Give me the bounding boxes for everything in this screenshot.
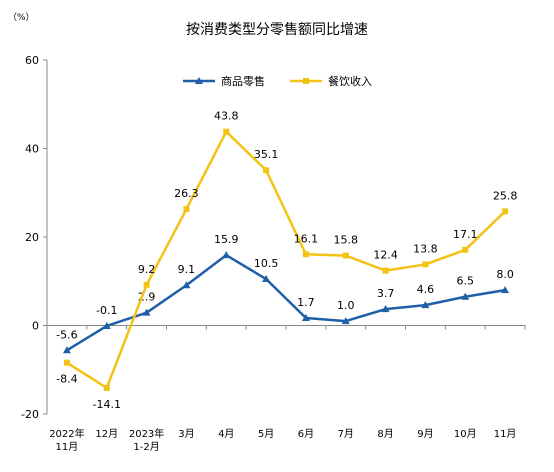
- data-label: -5.6: [56, 328, 77, 341]
- legend-item: 餐饮收入: [290, 74, 372, 88]
- data-label: 4.6: [417, 283, 435, 296]
- data-label: 13.8: [413, 242, 438, 255]
- x-tick-label-line: 6月: [298, 428, 314, 440]
- y-tick-label: 60: [25, 54, 39, 67]
- data-label: 3.7: [377, 287, 395, 300]
- data-point-marker: [183, 206, 190, 213]
- x-tick-label-line: 9月: [417, 428, 433, 440]
- data-label: 16.1: [294, 232, 319, 245]
- x-tick-label: 9月: [417, 428, 433, 440]
- data-point-marker: [382, 267, 389, 274]
- x-tick-label: 6月: [298, 428, 314, 440]
- series-line: [66, 130, 506, 390]
- data-point-marker: [461, 292, 470, 300]
- data-label: 9.2: [138, 263, 156, 276]
- x-tick-label: 4月: [218, 428, 234, 440]
- x-tick-label: 3月: [178, 428, 194, 440]
- data-label: 35.1: [254, 148, 279, 161]
- data-point-marker: [263, 167, 270, 174]
- data-label: 17.1: [453, 228, 478, 241]
- chart-title: 按消费类型分零售额同比增速: [186, 22, 368, 38]
- x-tick-label-line: 2022年: [49, 427, 84, 440]
- data-label: 9.1: [178, 263, 196, 276]
- y-tick-label: 40: [25, 143, 39, 156]
- x-tick-label: 7月: [338, 428, 354, 440]
- x-tick-label-line: 4月: [218, 428, 234, 440]
- data-point-marker: [103, 384, 110, 391]
- data-label: 25.8: [493, 189, 518, 202]
- data-label: 15.8: [334, 234, 359, 247]
- x-tick-label: 12月: [95, 428, 118, 440]
- data-point-marker: [223, 128, 230, 135]
- data-label: 6.5: [457, 275, 475, 288]
- data-label: 10.5: [254, 257, 279, 270]
- data-point-marker: [502, 208, 509, 215]
- x-tick-label-line: 11月: [56, 441, 79, 453]
- data-point-marker: [102, 321, 111, 329]
- data-point-marker: [143, 281, 150, 288]
- x-tick-label-line: 2023年: [129, 427, 164, 440]
- data-point-marker: [341, 317, 350, 325]
- y-tick-label: 20: [25, 231, 39, 244]
- y-tick-label: -20: [21, 408, 39, 421]
- legend-label: 餐饮收入: [328, 74, 372, 88]
- x-tick-label-line: 11月: [494, 428, 517, 440]
- x-tick-label: 11月: [494, 428, 517, 440]
- legend-swatch-marker: [303, 78, 309, 84]
- x-tick-label-line: 7月: [338, 428, 354, 440]
- data-point-marker: [501, 286, 510, 294]
- data-point-marker: [342, 252, 349, 259]
- data-point-marker: [301, 313, 310, 321]
- data-label: 1.7: [297, 296, 315, 309]
- x-tick-label: 2022年 11月: [49, 427, 84, 453]
- data-label: -8.4: [56, 373, 77, 386]
- x-tick-label: 5月: [258, 428, 274, 440]
- x-tick-label: 2023年 1-2月: [129, 427, 164, 453]
- data-label: 1.0: [337, 299, 355, 312]
- data-point-marker: [421, 301, 430, 309]
- data-label: 15.9: [214, 233, 239, 246]
- series-layer: -5.6-0.12.99.115.910.51.7 1.03.7 4.66.58.0…: [56, 110, 517, 411]
- data-label: -0.1: [96, 304, 117, 317]
- legend-label: 商品零售: [221, 74, 265, 88]
- legend: 商品零售 餐饮收入: [183, 74, 372, 88]
- x-tick-label: 10月: [454, 428, 477, 440]
- data-point-marker: [62, 346, 71, 354]
- data-point-marker: [462, 246, 469, 253]
- data-label: 43.8: [214, 110, 239, 123]
- data-point-marker: [381, 305, 390, 313]
- x-tick-label-line: 10月: [454, 428, 477, 440]
- x-tick-label-line: 12月: [95, 428, 118, 440]
- data-point-marker: [302, 251, 309, 258]
- x-tick-label-line: 1-2月: [133, 441, 159, 453]
- x-tick-label-line: 3月: [178, 428, 194, 440]
- x-tick-label: 8月: [377, 428, 393, 440]
- data-point-marker: [262, 275, 271, 283]
- series-餐饮收入: -8.4 -14.1 9.2 26.3 43.8 35.1 16.1 15.8 12.4 13.8…: [56, 110, 517, 411]
- x-tick-label-line: 5月: [258, 428, 274, 440]
- legend-item: 商品零售: [183, 74, 265, 88]
- series-line: [66, 253, 506, 352]
- data-point-marker: [222, 251, 231, 259]
- data-label: 26.3: [174, 187, 199, 200]
- data-label: -14.1: [93, 398, 121, 411]
- series-商品零售: -5.6-0.12.99.115.910.51.7 1.03.7 4.66.58.0: [56, 233, 514, 354]
- legend-swatch-marker: [195, 77, 203, 84]
- data-point-marker: [142, 308, 151, 316]
- data-label: 8.0: [496, 268, 514, 281]
- y-axis-unit-label: （%）: [8, 12, 35, 23]
- x-tick-label-line: 8月: [377, 428, 393, 440]
- data-point-marker: [422, 261, 429, 268]
- data-point-marker: [182, 281, 191, 289]
- y-tick-label: 0: [32, 320, 39, 333]
- data-point-marker: [63, 359, 70, 366]
- data-label: 12.4: [373, 249, 398, 262]
